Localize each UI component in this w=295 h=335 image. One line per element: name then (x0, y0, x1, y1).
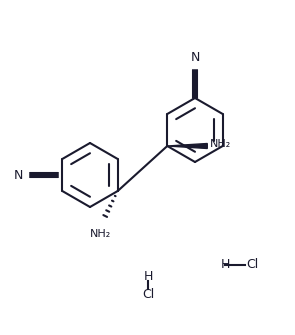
Text: NH₂: NH₂ (210, 139, 232, 149)
Text: H: H (220, 259, 230, 271)
Text: Cl: Cl (246, 259, 258, 271)
Text: N: N (14, 169, 23, 182)
Polygon shape (167, 143, 207, 148)
Text: H: H (143, 270, 153, 283)
Text: Cl: Cl (142, 288, 154, 302)
Text: N: N (190, 51, 200, 64)
Text: NH₂: NH₂ (90, 229, 111, 239)
